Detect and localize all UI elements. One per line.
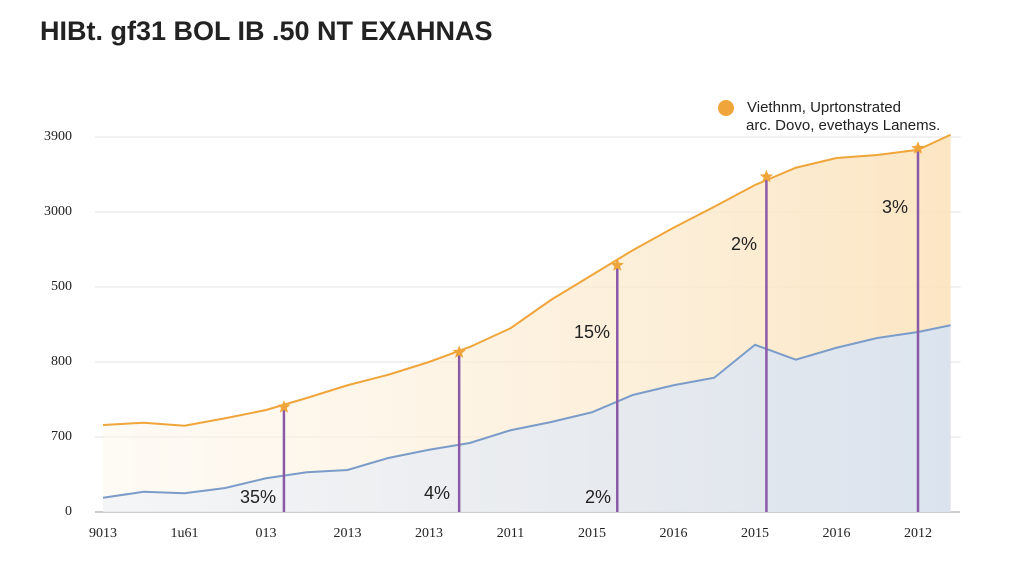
x-tick-label: 2011 — [497, 526, 524, 541]
annotation: 2% — [731, 234, 757, 254]
annotation: 35% — [240, 487, 276, 507]
legend-label: Viethnm, Uprtonstrated — [747, 99, 901, 116]
x-tick-label: 9013 — [89, 526, 117, 541]
chart-title: HIBt. gf31 BOL IB .50 NT EXAHNAS — [40, 16, 493, 46]
x-tick-label: 2016 — [660, 526, 688, 541]
x-tick-label: 2013 — [415, 526, 443, 541]
y-tick-label: 800 — [51, 354, 72, 369]
y-tick-label: 0 — [65, 504, 72, 519]
marker — [277, 400, 291, 413]
area — [103, 325, 951, 512]
x-tick-label: 2012 — [904, 526, 932, 541]
x-tick-label: 2013 — [334, 526, 362, 541]
x-tick-label: 013 — [256, 526, 277, 541]
y-tick-label: 700 — [51, 429, 72, 444]
y-tick-label: 3000 — [44, 204, 72, 219]
x-tick-label: 1u61 — [171, 526, 199, 541]
legend-marker — [718, 100, 734, 116]
marker — [610, 258, 624, 271]
y-tick-label: 500 — [51, 279, 72, 294]
annotation: 15% — [574, 322, 610, 342]
marker — [911, 141, 925, 154]
x-tick-label: 2015 — [578, 526, 606, 541]
x-tick-label: 2015 — [741, 526, 769, 541]
series-line — [102, 324, 951, 499]
marker — [759, 169, 774, 183]
marker — [452, 345, 466, 358]
x-tick-label: 2016 — [823, 526, 851, 541]
series-line — [102, 133, 952, 427]
annotation: 2% — [585, 487, 611, 507]
annotation: 4% — [424, 483, 450, 503]
y-tick-label: 3900 — [44, 129, 72, 144]
legend-label: arc. Dovo, evethays Lanems. — [746, 117, 940, 134]
annotation: 3% — [882, 197, 908, 217]
